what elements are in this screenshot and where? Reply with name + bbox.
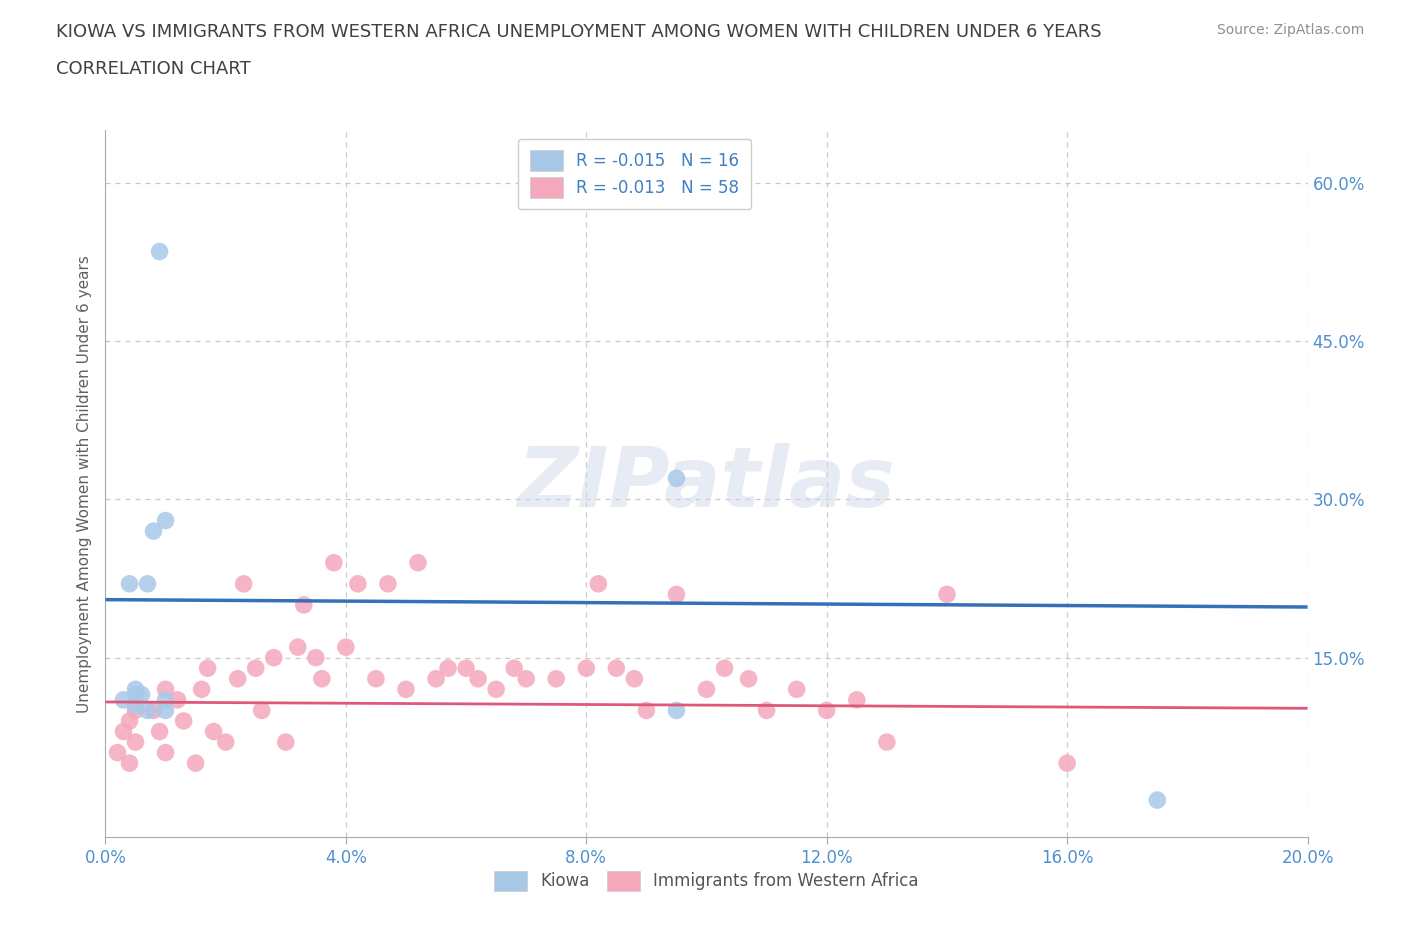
Text: Source: ZipAtlas.com: Source: ZipAtlas.com xyxy=(1216,23,1364,37)
Point xyxy=(503,661,526,676)
Point xyxy=(467,671,489,686)
Point xyxy=(755,703,778,718)
Point xyxy=(274,735,297,750)
Point xyxy=(190,682,212,697)
Point xyxy=(425,671,447,686)
Point xyxy=(232,577,254,591)
Point xyxy=(636,703,658,718)
Point xyxy=(107,745,129,760)
Point xyxy=(250,703,273,718)
Point xyxy=(876,735,898,750)
Point xyxy=(155,693,177,708)
Text: KIOWA VS IMMIGRANTS FROM WESTERN AFRICA UNEMPLOYMENT AMONG WOMEN WITH CHILDREN U: KIOWA VS IMMIGRANTS FROM WESTERN AFRICA … xyxy=(56,23,1102,41)
Point xyxy=(112,693,135,708)
Point xyxy=(226,671,249,686)
Point xyxy=(406,555,429,570)
Point xyxy=(845,693,868,708)
Point xyxy=(515,671,537,686)
Point xyxy=(263,650,285,665)
Point xyxy=(166,693,188,708)
Point xyxy=(1146,792,1168,807)
Text: CORRELATION CHART: CORRELATION CHART xyxy=(56,60,252,78)
Point xyxy=(605,661,627,676)
Point xyxy=(665,471,688,485)
Point xyxy=(335,640,357,655)
Point xyxy=(364,671,387,686)
Point xyxy=(184,756,207,771)
Point xyxy=(713,661,735,676)
Point xyxy=(395,682,418,697)
Point xyxy=(245,661,267,676)
Point xyxy=(588,577,610,591)
Point xyxy=(124,698,146,712)
Point xyxy=(155,703,177,718)
Point xyxy=(377,577,399,591)
Point xyxy=(155,745,177,760)
Point xyxy=(214,735,236,750)
Point xyxy=(575,661,598,676)
Point xyxy=(173,713,195,728)
Point xyxy=(815,703,838,718)
Point xyxy=(322,555,344,570)
Point xyxy=(202,724,225,739)
Legend: Kiowa, Immigrants from Western Africa: Kiowa, Immigrants from Western Africa xyxy=(485,862,928,899)
Point xyxy=(118,577,141,591)
Point xyxy=(1056,756,1078,771)
Point xyxy=(142,524,165,538)
Point xyxy=(347,577,370,591)
Point xyxy=(305,650,328,665)
Point xyxy=(148,244,170,259)
Point xyxy=(118,756,141,771)
Point xyxy=(142,703,165,718)
Point xyxy=(131,687,153,702)
Point xyxy=(786,682,808,697)
Point xyxy=(124,687,146,702)
Point xyxy=(155,682,177,697)
Point xyxy=(112,724,135,739)
Point xyxy=(665,703,688,718)
Point xyxy=(546,671,568,686)
Point xyxy=(148,724,170,739)
Point xyxy=(124,735,146,750)
Point xyxy=(623,671,645,686)
Point xyxy=(665,587,688,602)
Point xyxy=(287,640,309,655)
Point xyxy=(485,682,508,697)
Point xyxy=(437,661,460,676)
Point xyxy=(292,597,315,612)
Point xyxy=(311,671,333,686)
Point xyxy=(136,577,159,591)
Y-axis label: Unemployment Among Women with Children Under 6 years: Unemployment Among Women with Children U… xyxy=(76,255,91,712)
Point xyxy=(197,661,219,676)
Point xyxy=(696,682,718,697)
Point xyxy=(136,703,159,718)
Point xyxy=(454,661,477,676)
Text: ZIPatlas: ZIPatlas xyxy=(517,443,896,525)
Point xyxy=(124,703,146,718)
Point xyxy=(155,513,177,528)
Point xyxy=(124,682,146,697)
Point xyxy=(936,587,959,602)
Point xyxy=(118,713,141,728)
Point xyxy=(737,671,759,686)
